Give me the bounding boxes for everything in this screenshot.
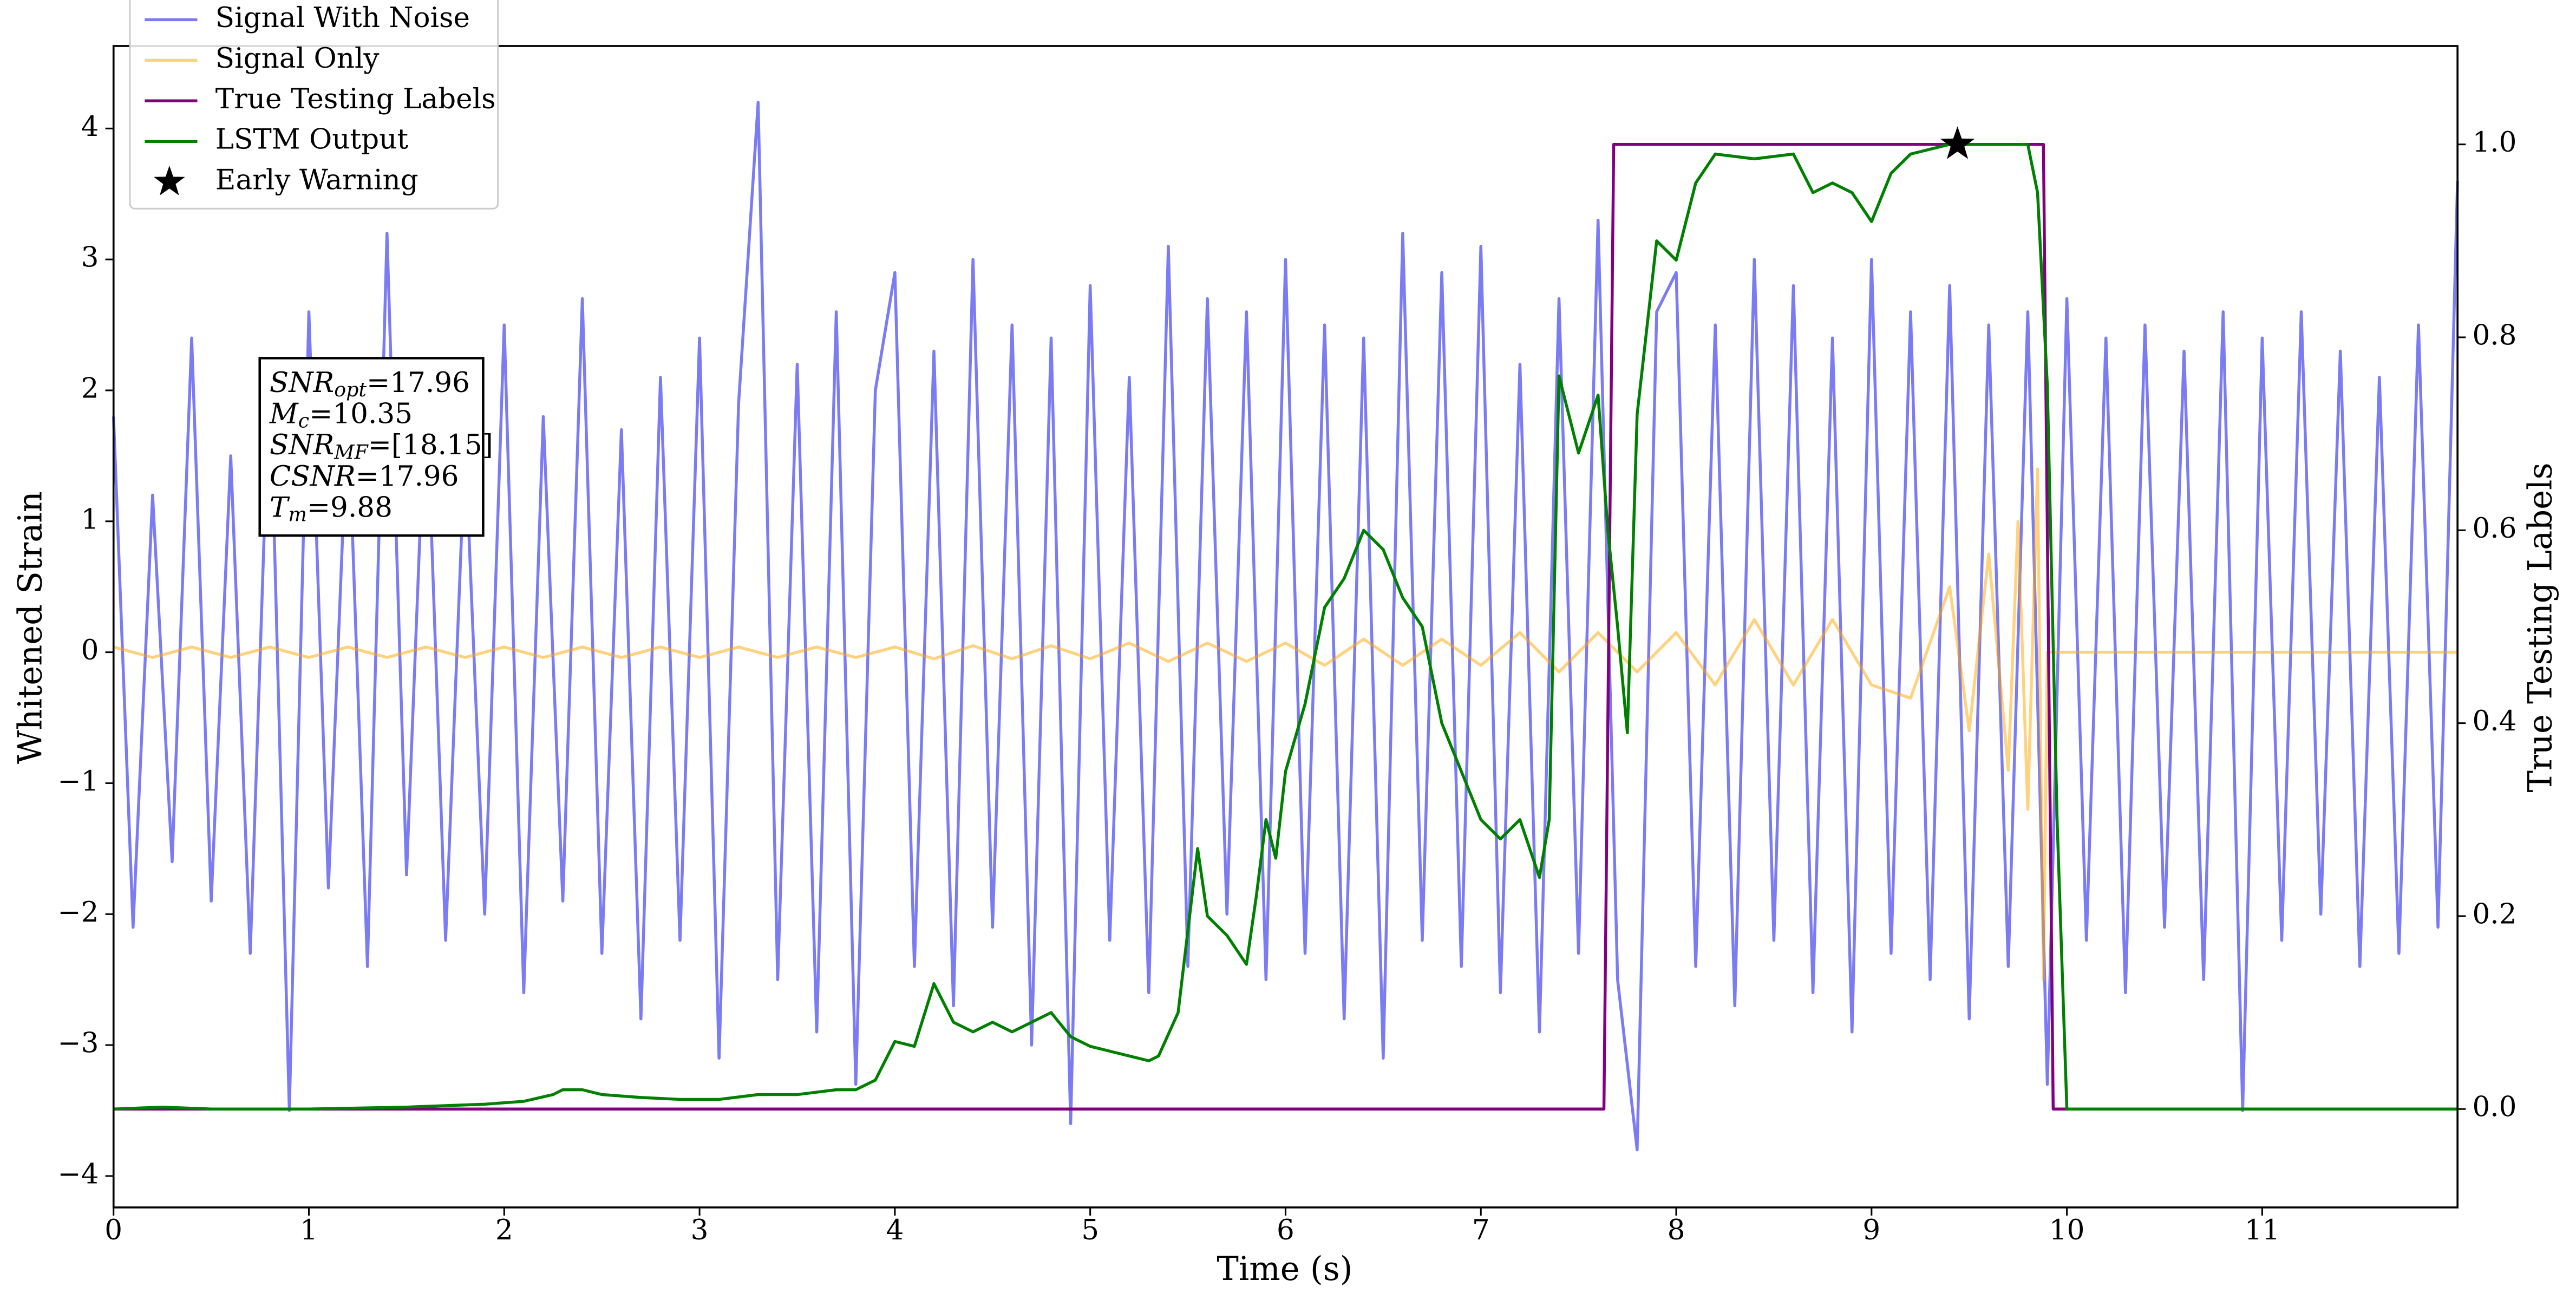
annotation-symbol: SNR bbox=[270, 429, 334, 461]
annotation-value: =10.35 bbox=[309, 397, 413, 430]
x-tick-label: 1 bbox=[300, 1214, 318, 1246]
y2-tick-label: 0.8 bbox=[2472, 319, 2516, 351]
annotation: SNRopt=17.96Mc=10.35SNRMF=[18.15]CSNR=17… bbox=[269, 366, 493, 526]
y2-tick-label: 0.6 bbox=[2472, 512, 2516, 545]
legend-label: True Testing Labels bbox=[215, 83, 496, 115]
early-warning-marker bbox=[1940, 126, 1975, 159]
legend-marker bbox=[154, 165, 185, 195]
annotation-line: SNRopt=17.96 bbox=[270, 366, 470, 401]
y2-axis-label: True Testing Labels bbox=[2522, 462, 2560, 792]
x-tick-label: 7 bbox=[1472, 1214, 1490, 1246]
y-tick-label: −3 bbox=[57, 1027, 99, 1060]
legend-label: Early Warning bbox=[215, 164, 419, 197]
x-tick-label: 9 bbox=[1862, 1214, 1880, 1246]
annotation-value: =[18.15] bbox=[368, 429, 493, 461]
annotation-line: Mc=10.35 bbox=[269, 397, 413, 432]
annotation-subscript: MF bbox=[334, 440, 369, 463]
y2-tick-label: 0.4 bbox=[2472, 705, 2516, 737]
series-line bbox=[113, 142, 2458, 1111]
plot-area bbox=[112, 101, 2459, 1152]
x-tick-label: 8 bbox=[1668, 1214, 1685, 1246]
y-tick-label: 2 bbox=[81, 372, 99, 404]
series-line bbox=[112, 101, 2459, 1152]
y2-tick-label: 0.0 bbox=[2472, 1091, 2516, 1124]
x-axis-label: Time (s) bbox=[1217, 1250, 1352, 1288]
annotation-symbol: CSNR bbox=[270, 460, 356, 492]
legend-label: Signal Only bbox=[215, 42, 380, 75]
annotation-line: SNRMF=[18.15] bbox=[270, 429, 493, 463]
x-tick-label: 0 bbox=[104, 1214, 122, 1246]
legend-label: LSTM Output bbox=[215, 123, 409, 156]
y-axis-label: Whitened Strain bbox=[12, 491, 50, 764]
annotation-box bbox=[258, 357, 485, 537]
annotation-symbol: SNR bbox=[270, 366, 334, 399]
x-tick-label: 5 bbox=[1081, 1214, 1099, 1246]
x-tick-label: 11 bbox=[2245, 1214, 2280, 1246]
y2-tick-label: 1.0 bbox=[2472, 126, 2516, 159]
annotation-line: CSNR=17.96 bbox=[270, 460, 459, 492]
legend: Signal With Noise Signal Only True Testing… bbox=[129, 0, 499, 210]
y-tick-label: −2 bbox=[57, 896, 99, 929]
x-tick-label: 2 bbox=[495, 1214, 513, 1246]
annotation-line: Tm=9.88 bbox=[270, 491, 393, 526]
y-tick-label: 3 bbox=[81, 241, 99, 274]
axes-frame bbox=[112, 45, 2459, 1209]
annotation-value: =17.96 bbox=[356, 460, 459, 492]
y2-tick-label: 0.2 bbox=[2472, 898, 2516, 930]
y-tick-label: −4 bbox=[57, 1158, 99, 1190]
y-tick-label: 4 bbox=[81, 110, 99, 143]
annotation-value: =17.96 bbox=[367, 366, 470, 399]
annotation-subscript: m bbox=[288, 502, 307, 526]
legend-box bbox=[129, 0, 499, 210]
annotation-subscript: opt bbox=[334, 378, 367, 401]
y-tick-label: −1 bbox=[57, 765, 99, 798]
x-tick-label: 3 bbox=[691, 1214, 709, 1246]
x-tick-label: 6 bbox=[1277, 1214, 1294, 1246]
legend-label: Signal With Noise bbox=[215, 2, 470, 34]
y-tick-label: 1 bbox=[81, 503, 99, 536]
annotation-symbol: T bbox=[270, 491, 290, 524]
annotation-value: =9.88 bbox=[307, 491, 393, 524]
x-tick-label: 4 bbox=[886, 1214, 904, 1246]
x-tick-label: 10 bbox=[2049, 1214, 2085, 1246]
annotation-subscript: c bbox=[298, 409, 309, 432]
series-line bbox=[113, 467, 2458, 981]
annotation-symbol: M bbox=[269, 397, 299, 430]
y-tick-label: 0 bbox=[81, 634, 99, 667]
